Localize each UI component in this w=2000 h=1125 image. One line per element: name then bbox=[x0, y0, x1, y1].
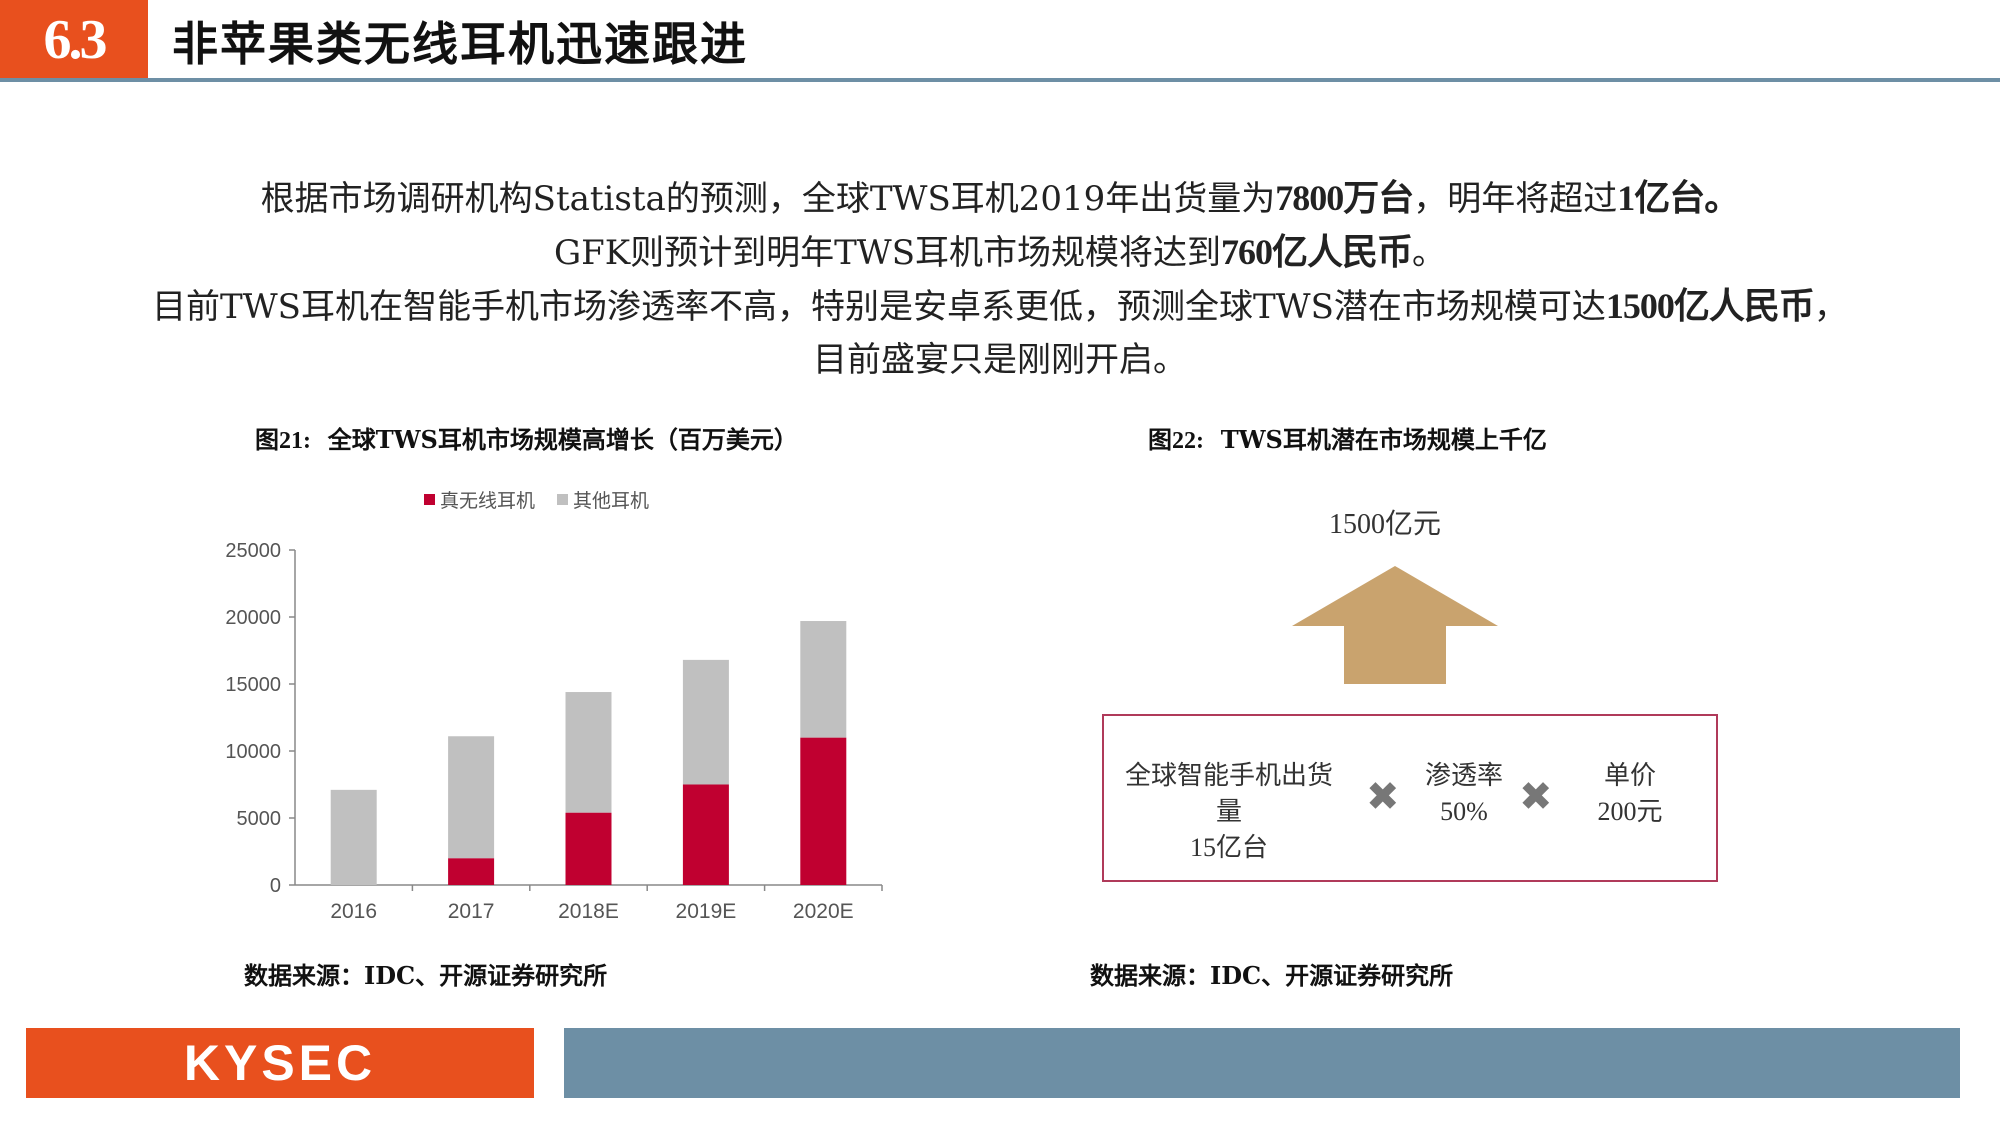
factor-smartphone-shipments: 全球智能手机出货量 15亿台 bbox=[1114, 758, 1344, 866]
factor-label: 全球智能手机出货量 bbox=[1124, 761, 1333, 827]
summary-line-1: 根据市场调研机构Statista的预测，全球TWS耳机2019年出货量为7800… bbox=[100, 172, 1900, 226]
summary-line-2: GFK则预计到明年TWS耳机市场规模将达到760亿人民币。 bbox=[100, 226, 1900, 280]
factor-label: 渗透率 bbox=[1424, 761, 1503, 791]
legend-label: 真无线耳机 bbox=[440, 490, 536, 512]
figure-number: 图21: bbox=[255, 428, 311, 454]
figure-title: 全球TWS耳机市场规模高增长（百万美元） bbox=[327, 425, 798, 454]
factor-penetration-rate: 渗透率 50% bbox=[1404, 758, 1524, 830]
legend-swatch bbox=[424, 494, 435, 505]
factor-value: 50% bbox=[1440, 797, 1488, 826]
x-tick-label: 2020E bbox=[793, 900, 854, 923]
factor-value: 200元 bbox=[1597, 797, 1663, 826]
section-number: 6.3 bbox=[0, 0, 148, 80]
bar-segment-other bbox=[800, 621, 847, 738]
figure-21-source: 数据来源：IDC、开源证券研究所 bbox=[244, 961, 608, 990]
bar-segment-other bbox=[565, 692, 612, 813]
text-run: 根据市场调研机构Statista的预测，全球TWS耳机2019年出货量为 bbox=[260, 179, 1276, 219]
text-run: ，目前盛宴只是刚刚开启。 bbox=[813, 287, 1848, 380]
bar-segment-other bbox=[682, 659, 729, 785]
x-tick-label: 2016 bbox=[330, 900, 377, 923]
bar-segment-tws bbox=[800, 737, 847, 885]
highlight-market-size: 760亿人民币 bbox=[1221, 232, 1413, 272]
text-run: 。 bbox=[1704, 178, 1740, 218]
y-tick-label: 10000 bbox=[225, 741, 281, 763]
arrow-label: 1500亿元 bbox=[1328, 509, 1441, 540]
legend-swatch bbox=[557, 494, 569, 505]
multiply-icon: ✖ bbox=[1519, 774, 1553, 820]
kysec-logo: KYSEC bbox=[26, 1028, 534, 1098]
y-tick-label: 25000 bbox=[225, 540, 281, 562]
factor-unit-price: 单价 200元 bbox=[1570, 758, 1690, 830]
y-tick-label: 5000 bbox=[237, 808, 282, 830]
footer-bar bbox=[564, 1028, 1960, 1098]
bar-segment-tws bbox=[682, 784, 729, 885]
figure-number: 图22: bbox=[1148, 428, 1204, 454]
summary-paragraph: 根据市场调研机构Statista的预测，全球TWS耳机2019年出货量为7800… bbox=[100, 172, 1900, 387]
legend-label: 其他耳机 bbox=[573, 490, 650, 512]
bar-segment-other bbox=[330, 789, 377, 885]
figure-22-source: 数据来源：IDC、开源证券研究所 bbox=[1090, 961, 1454, 990]
figure-title: TWS耳机潜在市场规模上千亿 bbox=[1220, 425, 1547, 454]
multiply-icon: ✖ bbox=[1366, 774, 1400, 820]
y-tick-label: 15000 bbox=[225, 674, 281, 696]
x-tick-label: 2017 bbox=[448, 900, 495, 923]
highlight-next-year: 1亿台 bbox=[1617, 178, 1705, 218]
chart-legend: 真无线耳机 其他耳机 bbox=[424, 486, 649, 513]
bar-segment-tws bbox=[448, 858, 495, 885]
highlight-shipments: 7800万台 bbox=[1275, 178, 1414, 218]
figure-21-caption: 图21: 全球TWS耳机市场规模高增长（百万美元） bbox=[255, 420, 798, 455]
stacked-bar-chart: 0 5000 10000 15000 20000 25000 2016 2017 2018E 20… bbox=[225, 540, 883, 923]
x-tick-label: 2019E bbox=[676, 900, 737, 923]
figure-22-caption: 图22: TWS耳机潜在市场规模上千亿 bbox=[1148, 420, 1547, 455]
market-size-formula-box: 全球智能手机出货量 15亿台 ✖ 渗透率 50% ✖ 单价 200元 bbox=[1102, 714, 1718, 882]
legend-item-other: 其他耳机 bbox=[557, 486, 649, 513]
factor-value: 15亿台 bbox=[1189, 833, 1268, 862]
bar-segment-other bbox=[448, 736, 495, 859]
y-tick-label: 0 bbox=[270, 875, 281, 897]
text-run: 目前TWS耳机在智能手机市场渗透率不高，特别是安卓系更低，预测全球TWS潜在市场… bbox=[152, 287, 1606, 327]
x-tick-label: 2018E bbox=[558, 900, 619, 923]
text-run: ，明年将超过 bbox=[1413, 179, 1618, 219]
factor-label: 单价 bbox=[1603, 761, 1656, 791]
header-divider bbox=[0, 78, 2000, 82]
text-run: GFK则预计到明年TWS耳机市场规模将达到 bbox=[553, 233, 1222, 273]
legend-item-tws: 真无线耳机 bbox=[424, 486, 535, 513]
summary-line-3: 目前TWS耳机在智能手机市场渗透率不高，特别是安卓系更低，预测全球TWS潜在市场… bbox=[100, 280, 1900, 387]
highlight-potential-market: 1500亿人民币 bbox=[1605, 286, 1815, 326]
y-tick-label: 20000 bbox=[225, 607, 281, 629]
page-title: 非苹果类无线耳机迅速跟进 bbox=[172, 17, 748, 71]
text-run: 。 bbox=[1412, 233, 1447, 273]
bar-segment-tws bbox=[565, 812, 612, 885]
up-arrow-icon bbox=[1292, 566, 1498, 684]
